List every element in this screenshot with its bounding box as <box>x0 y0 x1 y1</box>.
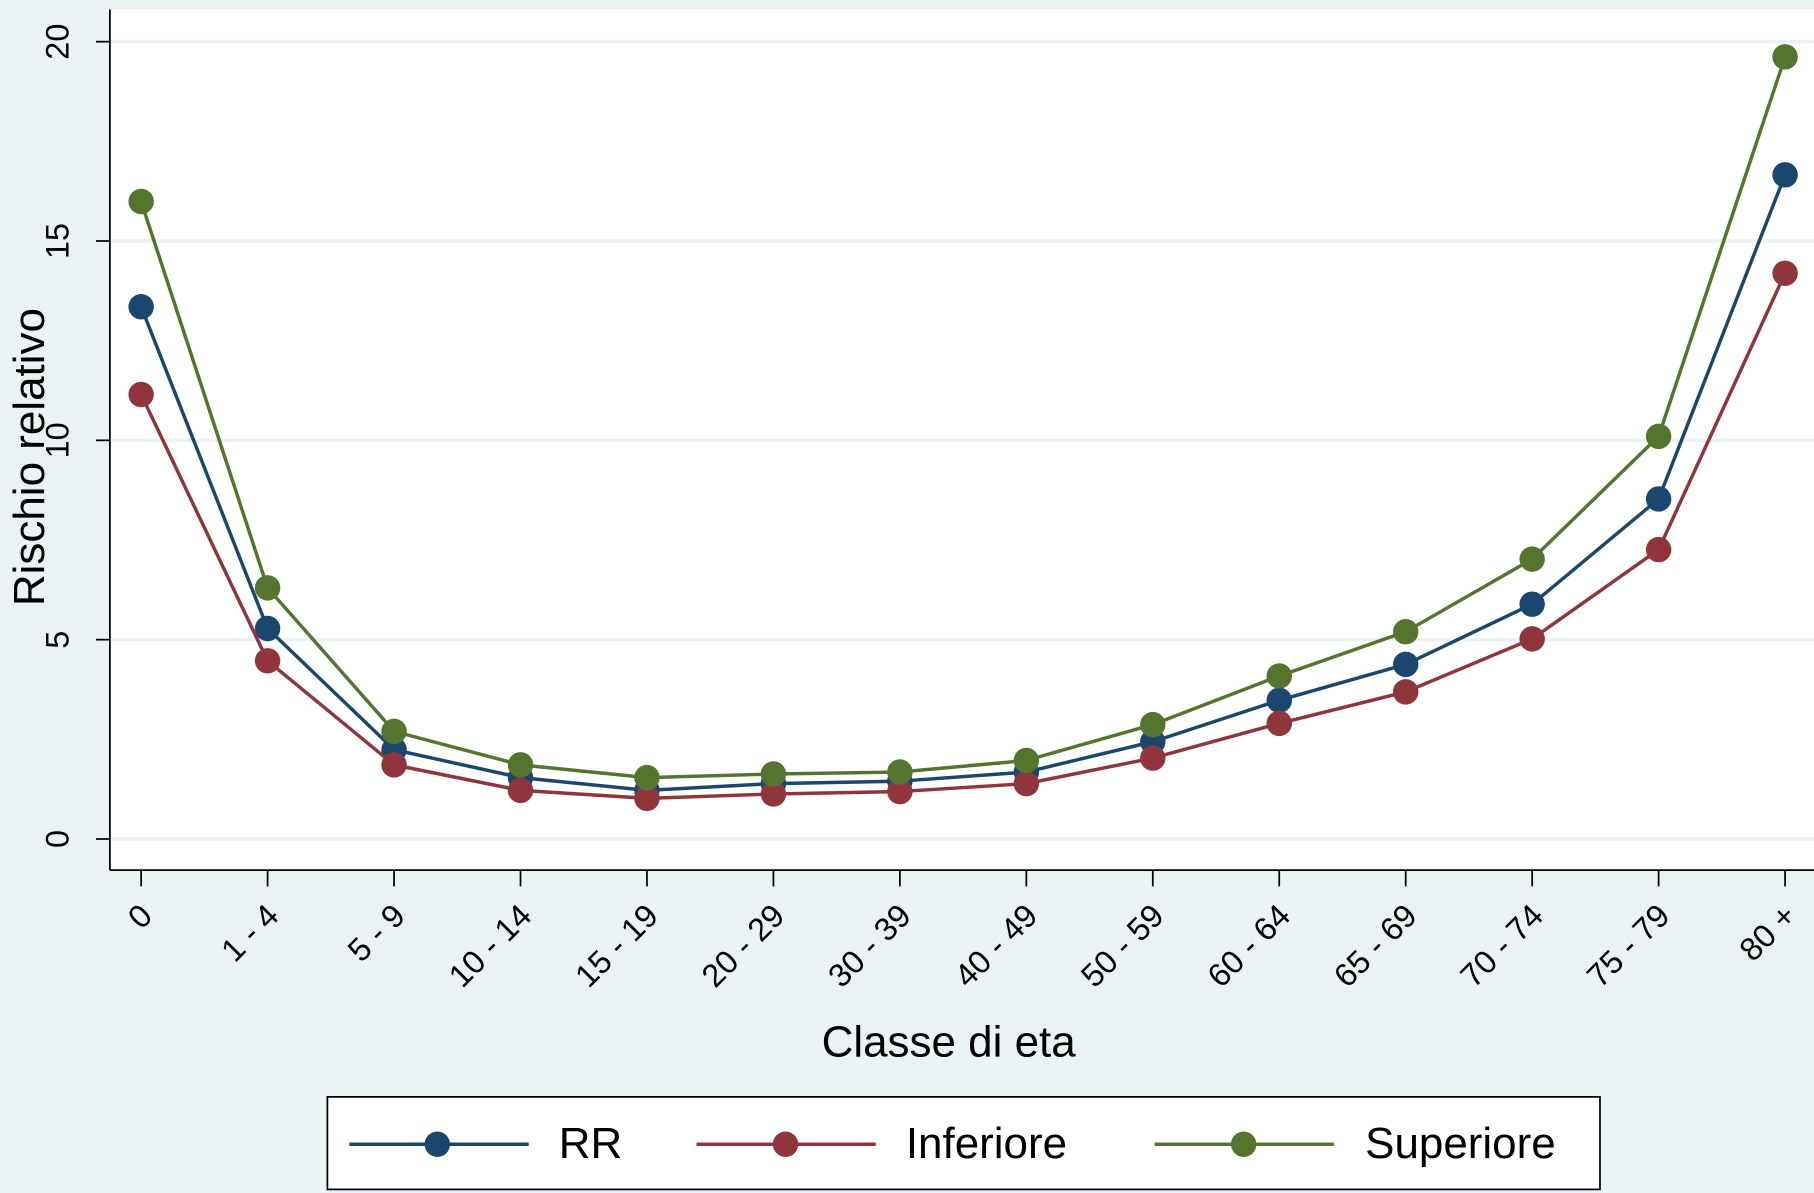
marker <box>254 575 281 601</box>
marker <box>1645 536 1672 563</box>
marker <box>1392 618 1419 645</box>
marker <box>381 752 407 778</box>
marker <box>760 761 787 787</box>
marker <box>634 764 660 791</box>
marker <box>1266 710 1292 737</box>
legend-label: Superiore <box>1365 1119 1556 1168</box>
marker <box>381 718 407 745</box>
marker <box>1519 591 1545 617</box>
marker <box>1772 260 1798 287</box>
marker <box>507 777 534 804</box>
y-tick-label: 10 <box>40 422 76 458</box>
marker <box>1266 687 1292 713</box>
y-tick-label: 5 <box>40 631 76 649</box>
y-axis-title: Rischio relativo <box>5 308 54 606</box>
legend <box>326 1095 1601 1191</box>
marker <box>1266 663 1292 689</box>
legend-marker <box>424 1131 451 1158</box>
marker <box>1645 486 1672 512</box>
marker <box>1519 626 1545 652</box>
marker <box>1140 711 1166 738</box>
legend-marker <box>772 1131 799 1158</box>
marker <box>1013 747 1040 774</box>
marker <box>887 778 913 805</box>
marker <box>254 615 281 642</box>
marker <box>1772 162 1798 188</box>
marker <box>128 188 154 215</box>
marker <box>128 381 154 408</box>
x-axis-title: Classe di eta <box>822 1017 1077 1066</box>
marker <box>887 759 913 785</box>
series-line <box>139 56 1787 780</box>
y-tick-label: 15 <box>40 223 76 259</box>
legend-label: RR <box>559 1119 622 1168</box>
marker <box>1645 423 1672 450</box>
marker <box>1392 679 1419 705</box>
marker <box>760 781 787 807</box>
marker <box>1772 44 1798 70</box>
marker <box>507 752 534 778</box>
marker <box>1519 546 1545 572</box>
marker <box>1140 745 1166 771</box>
series-line <box>139 174 1787 793</box>
marker <box>1392 651 1419 678</box>
legend-label: Inferiore <box>906 1119 1067 1168</box>
marker <box>128 294 154 320</box>
y-tick-label: 20 <box>40 24 76 60</box>
marker <box>634 785 660 812</box>
legend-marker <box>1230 1131 1257 1158</box>
marker <box>254 648 281 674</box>
marker <box>1013 770 1040 797</box>
y-tick-label: 0 <box>40 830 76 848</box>
series-line <box>139 272 1787 801</box>
